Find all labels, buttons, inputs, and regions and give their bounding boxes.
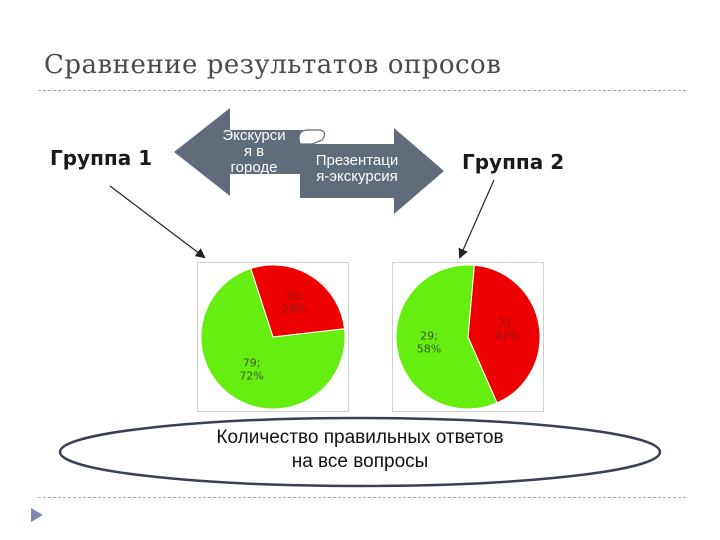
pie-slice-label: 31; 28% xyxy=(282,290,306,316)
caption-ellipse xyxy=(58,416,662,488)
pie-chart-group-2: 21; 42% 29; 58% xyxy=(395,264,541,410)
pie-slice-correct xyxy=(200,267,346,410)
pie-chart-group-1: 31; 28% 79; 72% xyxy=(200,264,346,410)
bullet-arrow-icon xyxy=(31,508,43,522)
left-arrow-label: Экскурси я в городе xyxy=(222,127,286,176)
pie-slice-incorrect xyxy=(250,264,346,338)
right-arrow-shape xyxy=(300,128,444,214)
caption-line-1: Количество правильных ответов xyxy=(216,427,504,448)
group-1-connector xyxy=(109,185,206,259)
caption: Количество правильных ответов на все воп… xyxy=(60,426,660,474)
chart-frame-group-1: 31; 28% 79; 72% xyxy=(197,262,349,412)
pie-slice-label: 29; 58% xyxy=(417,329,441,355)
footer-divider xyxy=(38,497,686,498)
caption-line-2: на все вопросы xyxy=(291,451,429,472)
pie-slice-incorrect xyxy=(467,264,541,404)
slide-title: Сравнение результатов опросов xyxy=(44,50,502,80)
left-arrow-shape xyxy=(174,108,312,196)
title-divider xyxy=(38,90,686,91)
right-arrow-curl xyxy=(298,129,326,145)
group-1-label: Группа 1 xyxy=(50,146,153,170)
pie-slice-label: 79; 72% xyxy=(239,356,263,382)
group-2-label: Группа 2 xyxy=(462,150,565,174)
right-arrow-label: Презентаци я-экскурсия xyxy=(315,152,399,185)
group-2-connector xyxy=(458,179,495,259)
chart-frame-group-2: 21; 42% 29; 58% xyxy=(392,262,544,412)
pie-slice-correct xyxy=(395,264,498,410)
pie-slice-label: 21; 42% xyxy=(495,317,519,343)
